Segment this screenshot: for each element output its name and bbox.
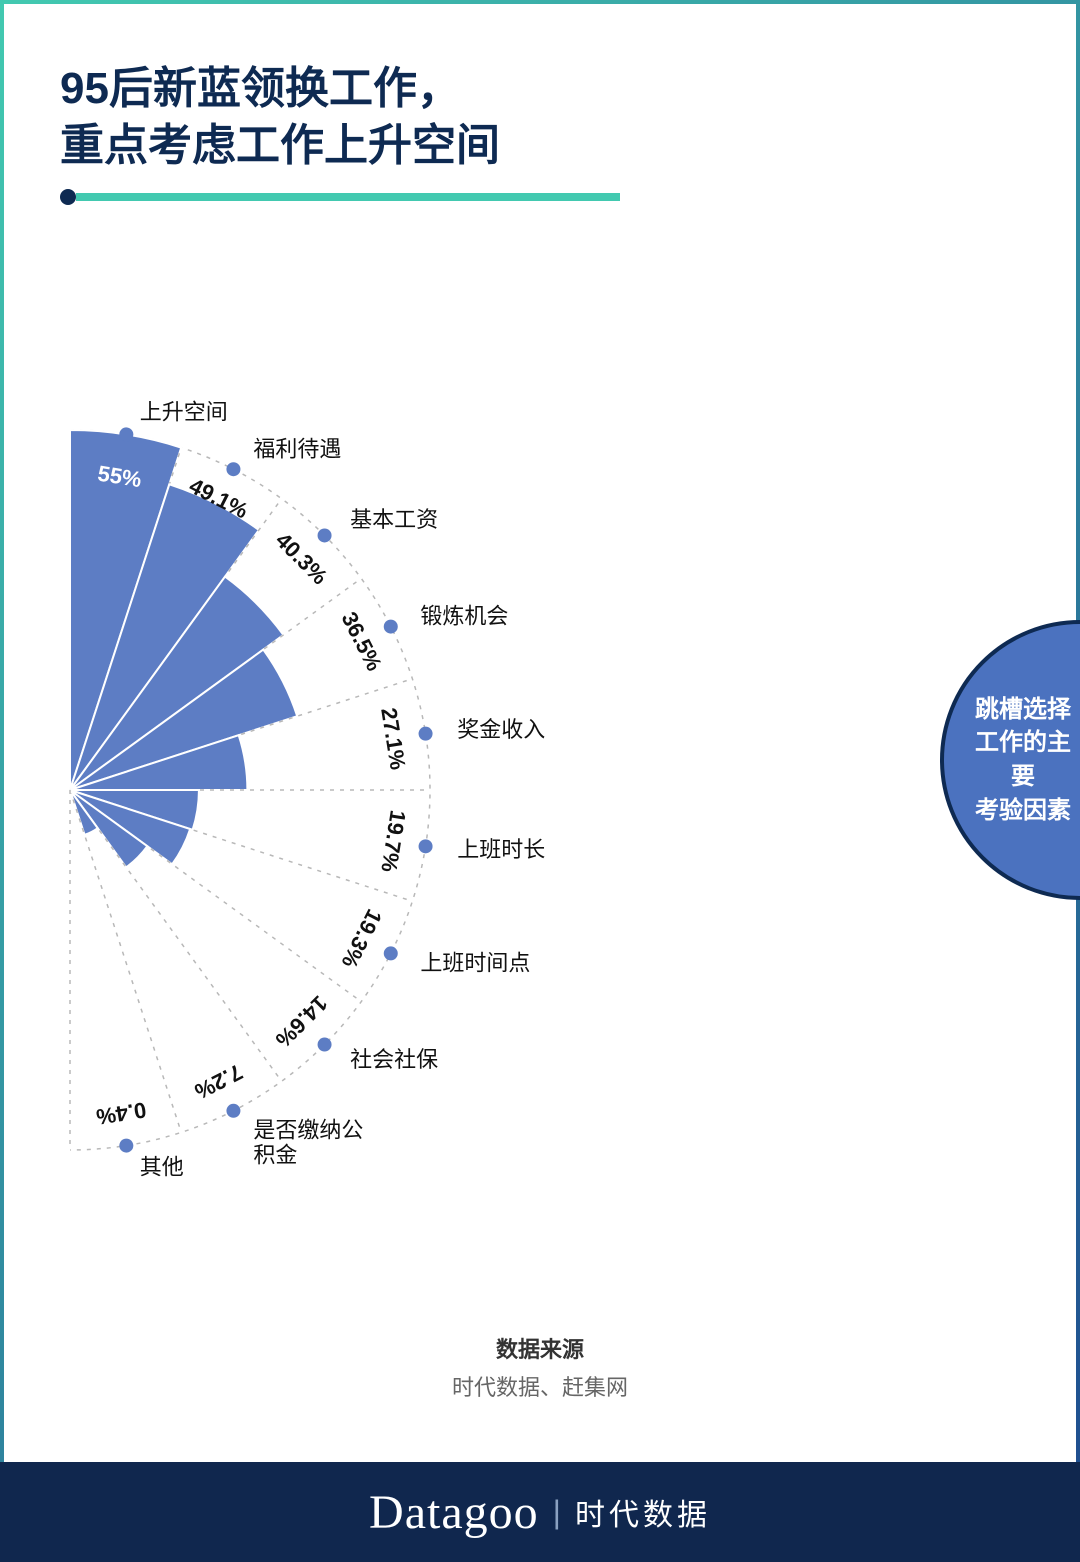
footer-brand: Datagoo	[369, 1485, 539, 1540]
title-line-2: 重点考虑工作上升空间	[60, 117, 620, 174]
side-badge-line3: 考验因素	[975, 797, 1071, 824]
svg-text:7.2%: 7.2%	[191, 1059, 247, 1104]
svg-text:27.1%: 27.1%	[376, 706, 410, 772]
side-badge-text: 跳槽选择 工作的主要 考验因素	[968, 693, 1078, 827]
svg-text:19.7%: 19.7%	[376, 808, 410, 874]
svg-text:福利待遇: 福利待遇	[253, 437, 341, 462]
side-badge-line2: 工作的主要	[975, 729, 1071, 790]
header: 95后新蓝领换工作， 重点考虑工作上升空间	[60, 60, 620, 202]
svg-text:奖金收入: 奖金收入	[457, 717, 545, 742]
chart-title: 95后新蓝领换工作， 重点考虑工作上升空间	[60, 60, 620, 174]
footer: Datagoo | 时代数据	[0, 1462, 1080, 1562]
footer-cn: 时代数据	[575, 1490, 711, 1534]
side-badge-circle: 跳槽选择 工作的主要 考验因素	[940, 620, 1080, 900]
side-badge-line1: 跳槽选择	[975, 696, 1071, 723]
svg-text:锻炼机会: 锻炼机会	[420, 604, 508, 629]
svg-text:社会社保: 社会社保	[350, 1047, 438, 1072]
source-label: 数据来源	[0, 1332, 1080, 1364]
svg-text:是否缴纳公积金: 是否缴纳公积金	[253, 1117, 363, 1167]
data-source: 数据来源 时代数据、赶集网	[0, 1332, 1080, 1402]
title-underline	[60, 192, 620, 202]
polar-chart: 上升空间55%福利待遇49.1%基本工资40.3%锻炼机会36.5%奖金收入27…	[0, 260, 800, 1260]
svg-text:上班时间点: 上班时间点	[420, 950, 530, 975]
svg-text:基本工资: 基本工资	[350, 507, 438, 532]
svg-text:上升空间: 上升空间	[140, 400, 228, 425]
title-line-1: 95后新蓝领换工作，	[60, 60, 620, 117]
svg-text:其他: 其他	[140, 1154, 184, 1179]
svg-text:0.4%: 0.4%	[95, 1097, 148, 1130]
svg-text:36.5%: 36.5%	[337, 608, 388, 675]
side-badge: 跳槽选择 工作的主要 考验因素	[940, 620, 1080, 900]
footer-separator: |	[553, 1494, 561, 1531]
svg-text:19.3%: 19.3%	[337, 905, 388, 972]
source-text: 时代数据、赶集网	[0, 1370, 1080, 1402]
chart-svg: 上升空间55%福利待遇49.1%基本工资40.3%锻炼机会36.5%奖金收入27…	[0, 260, 800, 1320]
svg-text:上班时长: 上班时长	[457, 837, 545, 862]
